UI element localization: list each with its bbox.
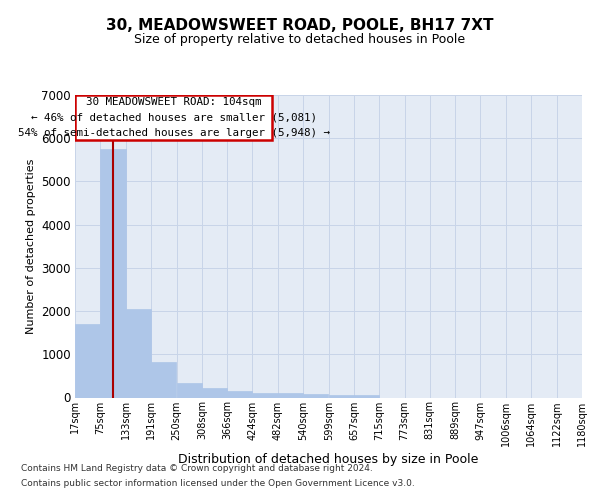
Bar [75,324,100,398]
X-axis label: Distribution of detached houses by size in Poole: Distribution of detached houses by size … [178,452,479,466]
Text: Contains public sector information licensed under the Open Government Licence v3: Contains public sector information licen… [21,478,415,488]
Bar [227,390,253,398]
Bar [202,388,227,398]
Bar [354,396,379,398]
Bar [278,393,303,398]
Bar [176,383,202,398]
Bar [151,362,176,398]
Text: 30 MEADOWSWEET ROAD: 104sqm
← 46% of detached houses are smaller (5,081)
54% of : 30 MEADOWSWEET ROAD: 104sqm ← 46% of det… [17,98,329,138]
Bar [100,149,125,398]
Bar [125,309,151,398]
Text: 30, MEADOWSWEET ROAD, POOLE, BH17 7XT: 30, MEADOWSWEET ROAD, POOLE, BH17 7XT [106,18,494,32]
Bar [253,392,278,398]
FancyBboxPatch shape [76,95,272,140]
Text: Contains HM Land Registry data © Crown copyright and database right 2024.: Contains HM Land Registry data © Crown c… [21,464,373,473]
Bar [303,394,328,398]
Bar [329,396,354,398]
Y-axis label: Number of detached properties: Number of detached properties [26,158,35,334]
Text: Size of property relative to detached houses in Poole: Size of property relative to detached ho… [134,34,466,46]
